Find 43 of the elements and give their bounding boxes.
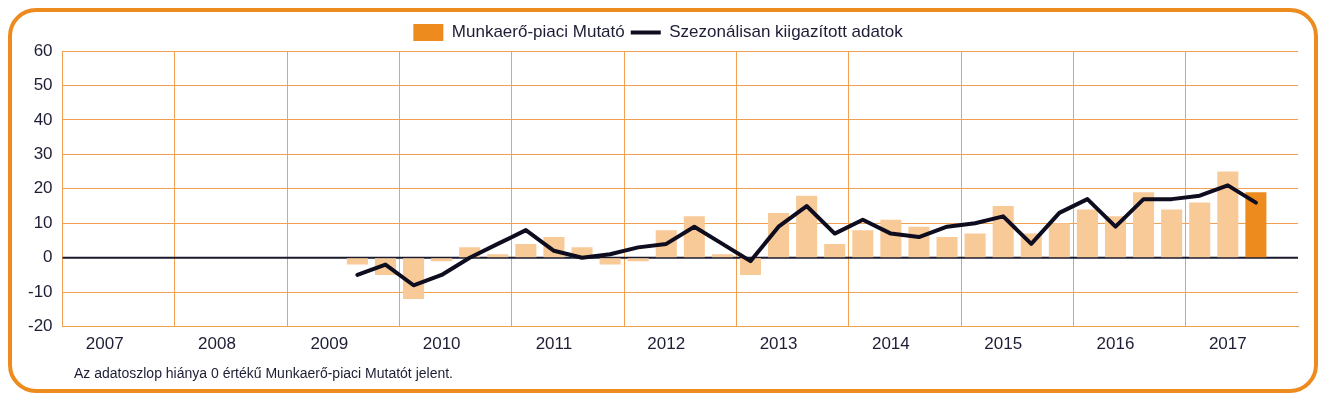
bar bbox=[515, 243, 537, 258]
bar bbox=[1189, 202, 1211, 258]
bar bbox=[1217, 171, 1239, 258]
x-tick-label: 2013 bbox=[759, 334, 798, 354]
bar bbox=[487, 254, 509, 258]
bar bbox=[824, 243, 846, 258]
x-tick-label: 2011 bbox=[535, 334, 573, 354]
bar bbox=[936, 237, 958, 258]
y-tick-label: 30 bbox=[33, 144, 53, 164]
x-tick-label: 2016 bbox=[1096, 334, 1135, 354]
bar bbox=[964, 233, 986, 258]
x-tick-label: 2012 bbox=[647, 334, 686, 354]
y-tick-label: 10 bbox=[33, 212, 53, 232]
x-tick-label: 2015 bbox=[984, 334, 1023, 354]
x-tick-label: 2017 bbox=[1208, 334, 1247, 354]
bar bbox=[599, 258, 621, 265]
bar bbox=[1133, 192, 1155, 258]
y-tick-label: 20 bbox=[33, 178, 53, 198]
bar bbox=[1048, 223, 1070, 258]
y-tick-label: 50 bbox=[33, 75, 53, 95]
bar bbox=[852, 230, 874, 258]
y-tick-label: -20 bbox=[27, 316, 53, 336]
bar bbox=[992, 206, 1014, 258]
bar bbox=[711, 254, 733, 258]
bar bbox=[431, 258, 453, 262]
bar bbox=[1245, 192, 1267, 258]
bar bbox=[1161, 209, 1183, 258]
y-tick-label: 40 bbox=[33, 109, 53, 129]
x-tick-label: 2008 bbox=[198, 334, 236, 354]
legend-label: Munkaerő-piaci Mutató bbox=[451, 22, 625, 42]
bar bbox=[346, 258, 368, 265]
x-tick-label: 2009 bbox=[310, 334, 349, 354]
y-tick-label: 0 bbox=[43, 247, 53, 267]
legend-label: Szezonálisan kiigazított adatok bbox=[669, 22, 904, 42]
x-tick-label: 2007 bbox=[85, 334, 124, 354]
bar bbox=[627, 258, 649, 262]
y-tick-label: 60 bbox=[33, 40, 53, 60]
x-tick-label: 2010 bbox=[422, 334, 461, 354]
text: Az adatoszlop hiánya 0 értékű Munkaerő-piaci Mutatót jelent. bbox=[74, 365, 454, 381]
bar bbox=[1076, 209, 1098, 258]
bar bbox=[796, 195, 818, 258]
y-tick-label: -10 bbox=[27, 281, 53, 301]
x-tick-label: 2014 bbox=[871, 334, 910, 354]
